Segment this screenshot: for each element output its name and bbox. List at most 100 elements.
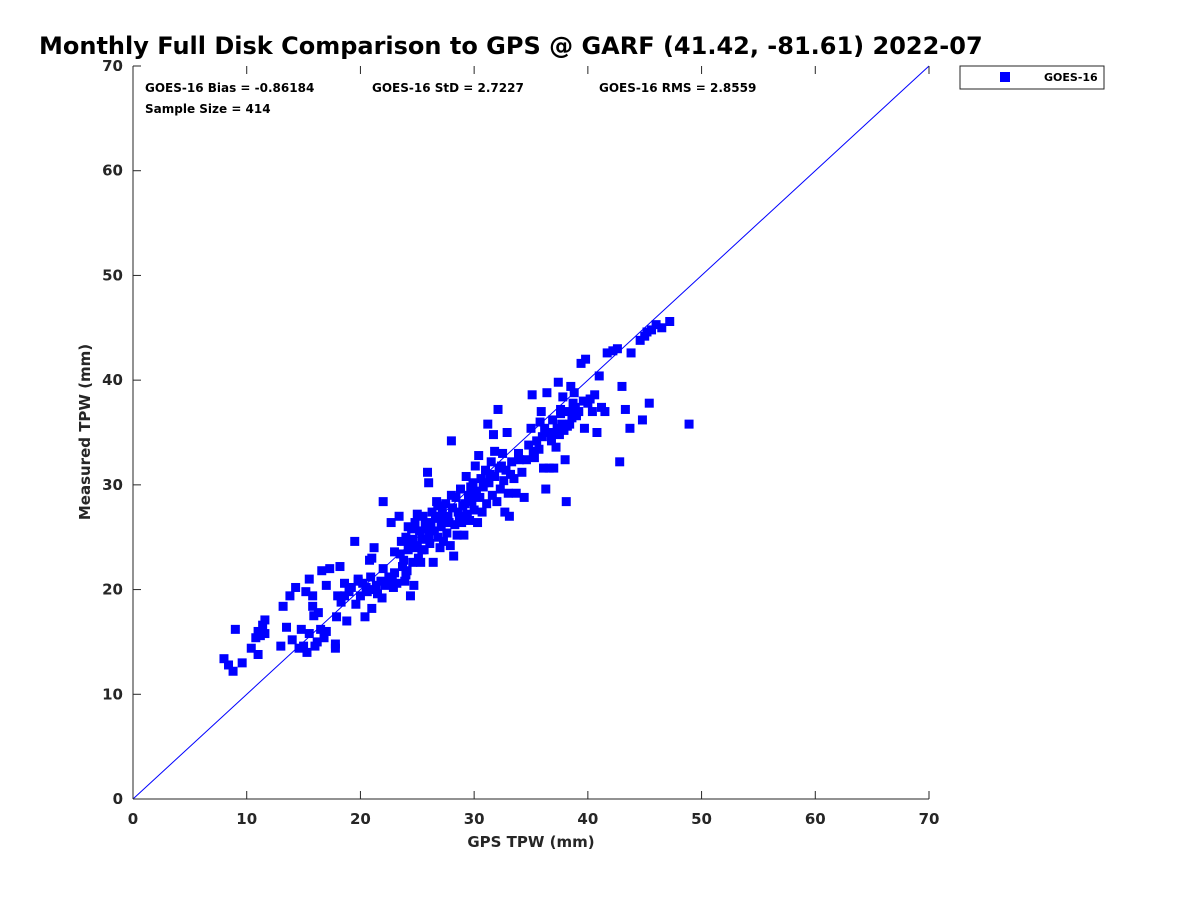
data-point: [441, 499, 451, 509]
data-point: [535, 417, 545, 427]
data-point: [493, 404, 503, 414]
data-point: [228, 666, 238, 676]
data-point: [486, 457, 496, 467]
data-point: [246, 643, 256, 653]
data-point: [467, 497, 477, 507]
data-point: [296, 624, 306, 634]
data-point: [504, 511, 514, 521]
y-tick-label: 30: [102, 476, 123, 494]
data-point: [567, 413, 577, 423]
y-tick-label: 20: [102, 581, 123, 599]
data-point: [409, 580, 419, 590]
data-point: [542, 388, 552, 398]
data-point: [532, 436, 542, 446]
data-point: [566, 381, 576, 391]
data-point: [608, 346, 618, 356]
data-point: [541, 484, 551, 494]
data-point: [417, 545, 427, 555]
data-point: [553, 377, 563, 387]
data-point: [457, 518, 467, 528]
data-point: [230, 624, 240, 634]
data-point: [445, 541, 455, 551]
data-point: [424, 478, 434, 488]
x-tick-label: 40: [577, 810, 598, 828]
data-point: [427, 507, 437, 517]
data-point: [477, 507, 487, 517]
data-point: [436, 522, 446, 532]
data-point: [534, 444, 544, 454]
data-point: [313, 608, 323, 618]
data-point: [321, 580, 331, 590]
data-point: [537, 432, 547, 442]
data-point: [637, 415, 647, 425]
data-point: [304, 574, 314, 584]
y-tick-label: 0: [113, 790, 123, 808]
data-point: [579, 423, 589, 433]
data-point: [506, 469, 516, 479]
data-point: [549, 463, 559, 473]
data-point: [285, 591, 295, 601]
data-point: [647, 325, 657, 335]
data-point: [340, 578, 350, 588]
data-point: [600, 407, 610, 417]
data-point: [492, 497, 502, 507]
data-point: [465, 515, 475, 525]
data-point: [384, 572, 394, 582]
data-point: [642, 327, 652, 337]
data-point: [395, 549, 405, 559]
data-point: [552, 423, 562, 433]
data-point: [400, 576, 410, 586]
data-point: [260, 615, 270, 625]
data-point: [488, 430, 498, 440]
data-point: [401, 570, 411, 580]
data-point: [499, 476, 509, 486]
data-point: [592, 428, 602, 437]
data-point: [282, 622, 292, 632]
legend-marker-icon: [1000, 72, 1010, 82]
data-point: [564, 407, 574, 417]
data-point: [548, 415, 558, 425]
data-point: [394, 511, 404, 521]
data-point: [386, 518, 396, 528]
data-point: [570, 402, 580, 412]
data-point: [404, 541, 414, 551]
data-point: [255, 631, 265, 641]
std-stat: GOES-16 StD = 2.7227: [372, 81, 524, 95]
data-point: [521, 455, 531, 465]
data-point: [495, 484, 505, 494]
data-point: [425, 538, 435, 548]
data-point: [408, 534, 418, 544]
data-point: [308, 591, 318, 601]
data-point: [361, 582, 371, 592]
data-point: [325, 564, 335, 574]
data-point: [463, 490, 473, 500]
data-point: [461, 471, 471, 481]
x-tick-label: 10: [236, 810, 257, 828]
data-point: [437, 505, 447, 515]
data-point: [376, 576, 386, 586]
data-point: [635, 335, 645, 345]
data-point: [470, 461, 480, 471]
data-point: [466, 482, 476, 492]
data-point: [515, 455, 525, 465]
data-point: [330, 639, 340, 649]
data-point: [578, 396, 588, 406]
data-point: [426, 518, 436, 528]
data-point: [475, 492, 485, 502]
data-point: [390, 547, 400, 557]
data-point: [369, 543, 379, 553]
data-point: [423, 467, 433, 477]
legend: GOES-16: [959, 65, 1105, 90]
data-point: [276, 641, 286, 651]
data-point: [558, 392, 568, 402]
data-point: [594, 371, 604, 381]
data-point: [416, 557, 426, 567]
data-point: [502, 428, 512, 437]
data-point: [544, 463, 554, 473]
data-point: [353, 576, 363, 586]
data-point: [469, 490, 479, 500]
data-point: [287, 635, 297, 645]
data-point: [412, 509, 422, 519]
data-point: [366, 572, 376, 582]
